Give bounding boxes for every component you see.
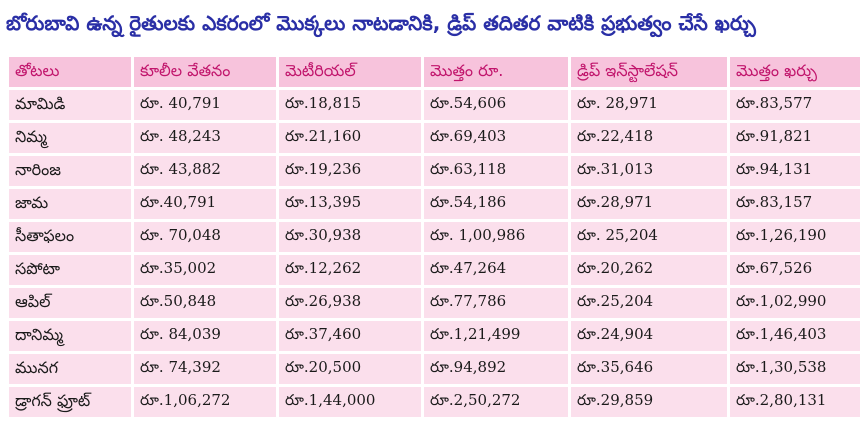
header-row: తోటలు కూలీల వేతనం మెటీరియల్ మొత్తం రూ. డ…	[9, 57, 860, 87]
cell-crop: ఆపిల్	[9, 288, 131, 318]
cell-material: రూ.19,236	[279, 156, 421, 186]
cell-crop: సీతాఫలం	[9, 222, 131, 252]
cell-labour-wages: రూ.50,848	[134, 288, 276, 318]
header-subtotal: మొత్తం రూ.	[424, 57, 568, 87]
cell-drip-installation: రూ.25,204	[571, 288, 727, 318]
cell-labour-wages: రూ.40,791	[134, 189, 276, 219]
cell-subtotal: రూ.69,403	[424, 123, 568, 153]
cell-subtotal: రూ.54,606	[424, 90, 568, 120]
cell-total-cost: రూ.1,02,990	[730, 288, 860, 318]
table-row: సీతాఫలం రూ. 70,048 రూ.30,938 రూ. 1,00,98…	[9, 222, 860, 252]
cell-labour-wages: రూ. 84,039	[134, 321, 276, 351]
cell-drip-installation: రూ.35,646	[571, 354, 727, 384]
cell-crop: జామ	[9, 189, 131, 219]
cell-material: రూ.13,395	[279, 189, 421, 219]
table-row: మామిడి రూ. 40,791 రూ.18,815 రూ.54,606 రూ…	[9, 90, 860, 120]
cell-drip-installation: రూ.22,418	[571, 123, 727, 153]
cell-crop: నారింజ	[9, 156, 131, 186]
table-row: దానిమ్మ రూ. 84,039 రూ.37,460 రూ.1,21,499…	[9, 321, 860, 351]
cell-drip-installation: రూ.20,262	[571, 255, 727, 285]
cell-total-cost: రూ.94,131	[730, 156, 860, 186]
header-material: మెటీరియల్	[279, 57, 421, 87]
cell-material: రూ.37,460	[279, 321, 421, 351]
cell-crop: డ్రాగన్ ఫ్రూట్	[9, 387, 131, 417]
page-title: బోరుబావి ఉన్న రైతులకు ఎకరంలో మొక్కలు నాట…	[6, 11, 756, 35]
cell-crop: నిమ్మ	[9, 123, 131, 153]
cell-material: రూ.18,815	[279, 90, 421, 120]
cell-drip-installation: రూ. 25,204	[571, 222, 727, 252]
cell-labour-wages: రూ. 48,243	[134, 123, 276, 153]
cell-material: రూ.20,500	[279, 354, 421, 384]
cell-subtotal: రూ.1,21,499	[424, 321, 568, 351]
cell-labour-wages: రూ. 74,392	[134, 354, 276, 384]
cell-subtotal: రూ.2,50,272	[424, 387, 568, 417]
cell-total-cost: రూ.67,526	[730, 255, 860, 285]
cell-subtotal: రూ.94,892	[424, 354, 568, 384]
table-row: జామ రూ.40,791 రూ.13,395 రూ.54,186 రూ.28,…	[9, 189, 860, 219]
cell-total-cost: రూ.1,30,538	[730, 354, 860, 384]
cell-drip-installation: రూ. 28,971	[571, 90, 727, 120]
table-row: మునగ రూ. 74,392 రూ.20,500 రూ.94,892 రూ.3…	[9, 354, 860, 384]
header-crops: తోటలు	[9, 57, 131, 87]
cell-crop: మామిడి	[9, 90, 131, 120]
cell-material: రూ.12,262	[279, 255, 421, 285]
cell-drip-installation: రూ.29,859	[571, 387, 727, 417]
cell-drip-installation: రూ.24,904	[571, 321, 727, 351]
cell-total-cost: రూ.83,577	[730, 90, 860, 120]
cell-crop: సపోటా	[9, 255, 131, 285]
cost-table: తోటలు కూలీల వేతనం మెటీరియల్ మొత్తం రూ. డ…	[6, 54, 860, 420]
cell-labour-wages: రూ. 70,048	[134, 222, 276, 252]
cell-labour-wages: రూ.35,002	[134, 255, 276, 285]
cell-total-cost: రూ.2,80,131	[730, 387, 860, 417]
header-drip-installation: డ్రిప్ ఇన్‌స్టాలేషన్	[571, 57, 727, 87]
cell-crop: దానిమ్మ	[9, 321, 131, 351]
cell-material: రూ.21,160	[279, 123, 421, 153]
cell-total-cost: రూ.1,26,190	[730, 222, 860, 252]
table-row: సపోటా రూ.35,002 రూ.12,262 రూ.47,264 రూ.2…	[9, 255, 860, 285]
table-row: నిమ్మ రూ. 48,243 రూ.21,160 రూ.69,403 రూ.…	[9, 123, 860, 153]
header-total-cost: మొత్తం ఖర్చు	[730, 57, 860, 87]
cell-subtotal: రూ.54,186	[424, 189, 568, 219]
cell-subtotal: రూ. 1,00,986	[424, 222, 568, 252]
cell-labour-wages: రూ. 43,882	[134, 156, 276, 186]
cell-drip-installation: రూ.31,013	[571, 156, 727, 186]
header-labour-wages: కూలీల వేతనం	[134, 57, 276, 87]
cell-subtotal: రూ.63,118	[424, 156, 568, 186]
table-row: ఆపిల్ రూ.50,848 రూ.26,938 రూ.77,786 రూ.2…	[9, 288, 860, 318]
cell-total-cost: రూ.1,46,403	[730, 321, 860, 351]
table-row: డ్రాగన్ ఫ్రూట్ రూ.1,06,272 రూ.1,44,000 ర…	[9, 387, 860, 417]
cell-material: రూ.26,938	[279, 288, 421, 318]
cell-drip-installation: రూ.28,971	[571, 189, 727, 219]
cell-labour-wages: రూ.1,06,272	[134, 387, 276, 417]
cell-material: రూ.30,938	[279, 222, 421, 252]
cell-labour-wages: రూ. 40,791	[134, 90, 276, 120]
cell-total-cost: రూ.83,157	[730, 189, 860, 219]
cell-crop: మునగ	[9, 354, 131, 384]
cell-material: రూ.1,44,000	[279, 387, 421, 417]
cell-total-cost: రూ.91,821	[730, 123, 860, 153]
table-row: నారింజ రూ. 43,882 రూ.19,236 రూ.63,118 రూ…	[9, 156, 860, 186]
cell-subtotal: రూ.47,264	[424, 255, 568, 285]
cell-subtotal: రూ.77,786	[424, 288, 568, 318]
